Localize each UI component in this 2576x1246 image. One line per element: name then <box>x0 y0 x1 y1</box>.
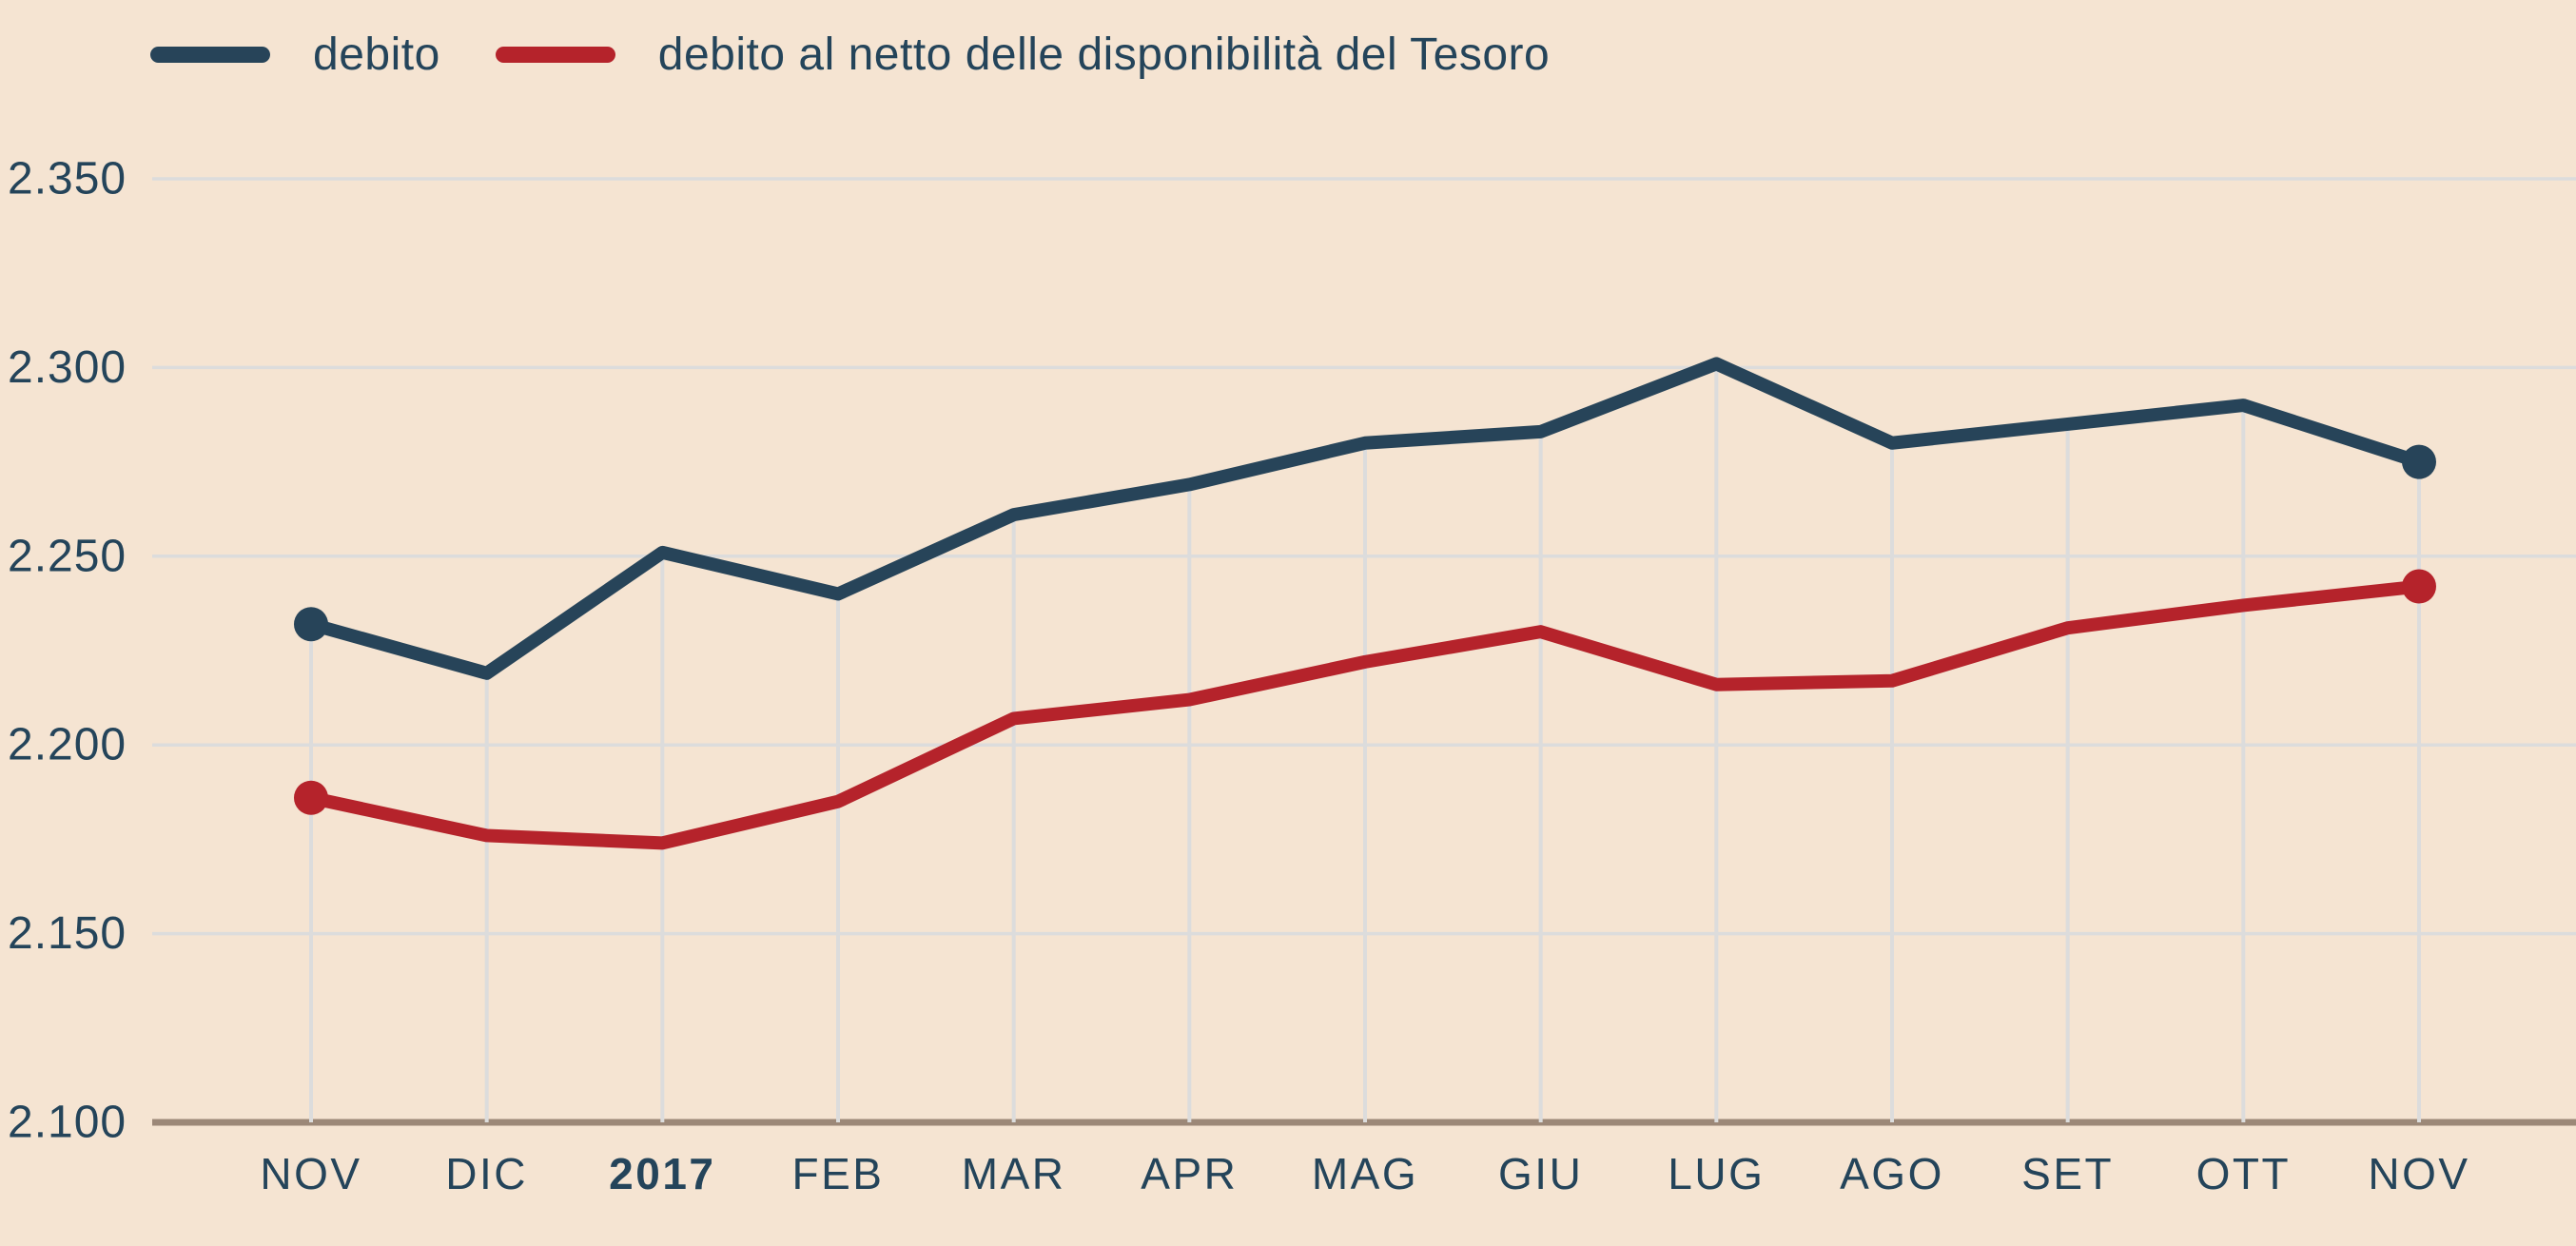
x-tick-label: NOV <box>260 1149 361 1198</box>
x-tick-label: LUG <box>1668 1149 1765 1198</box>
y-tick-label: 2.350 <box>8 154 127 204</box>
x-tick-label: FEB <box>792 1149 885 1198</box>
legend-swatch-debito <box>150 47 270 63</box>
legend-swatch-debito-netto <box>495 47 615 63</box>
x-tick-label: DIC <box>445 1149 528 1198</box>
debito-endpoint-dot <box>2402 444 2436 479</box>
x-tick-label: OTT <box>2196 1149 2291 1198</box>
x-tick-label: APR <box>1141 1149 1238 1198</box>
legend-label-debito: debito <box>313 29 440 80</box>
y-tick-label: 2.300 <box>8 342 127 393</box>
x-tick-label: GIU <box>1498 1149 1583 1198</box>
y-tick-label: 2.250 <box>8 531 127 581</box>
x-tick-label: NOV <box>2368 1149 2469 1198</box>
x-tick-label: MAG <box>1312 1149 1418 1198</box>
x-tick-label: MAR <box>962 1149 1066 1198</box>
y-tick-label: 2.150 <box>8 908 127 959</box>
chart-legend: debito debito al netto delle disponibili… <box>150 29 1550 81</box>
debito-endpoint-dot <box>294 607 328 642</box>
debito-netto-endpoint-dot <box>294 780 328 815</box>
debito-netto-line <box>304 579 2426 850</box>
legend-item-debito-netto: debito al netto delle disponibilità del … <box>495 29 1551 81</box>
y-tick-label: 2.200 <box>8 720 127 770</box>
debito-line <box>304 357 2426 680</box>
debito-netto-endpoint-dot <box>2402 569 2436 604</box>
x-tick-label: 2017 <box>609 1149 715 1198</box>
legend-item-debito: debito <box>150 29 440 81</box>
x-tick-label: SET <box>2021 1149 2114 1198</box>
y-tick-label: 2.100 <box>8 1098 127 1148</box>
x-tick-label: AGO <box>1840 1149 1944 1198</box>
legend-label-debito-netto: debito al netto delle disponibilità del … <box>657 29 1551 80</box>
